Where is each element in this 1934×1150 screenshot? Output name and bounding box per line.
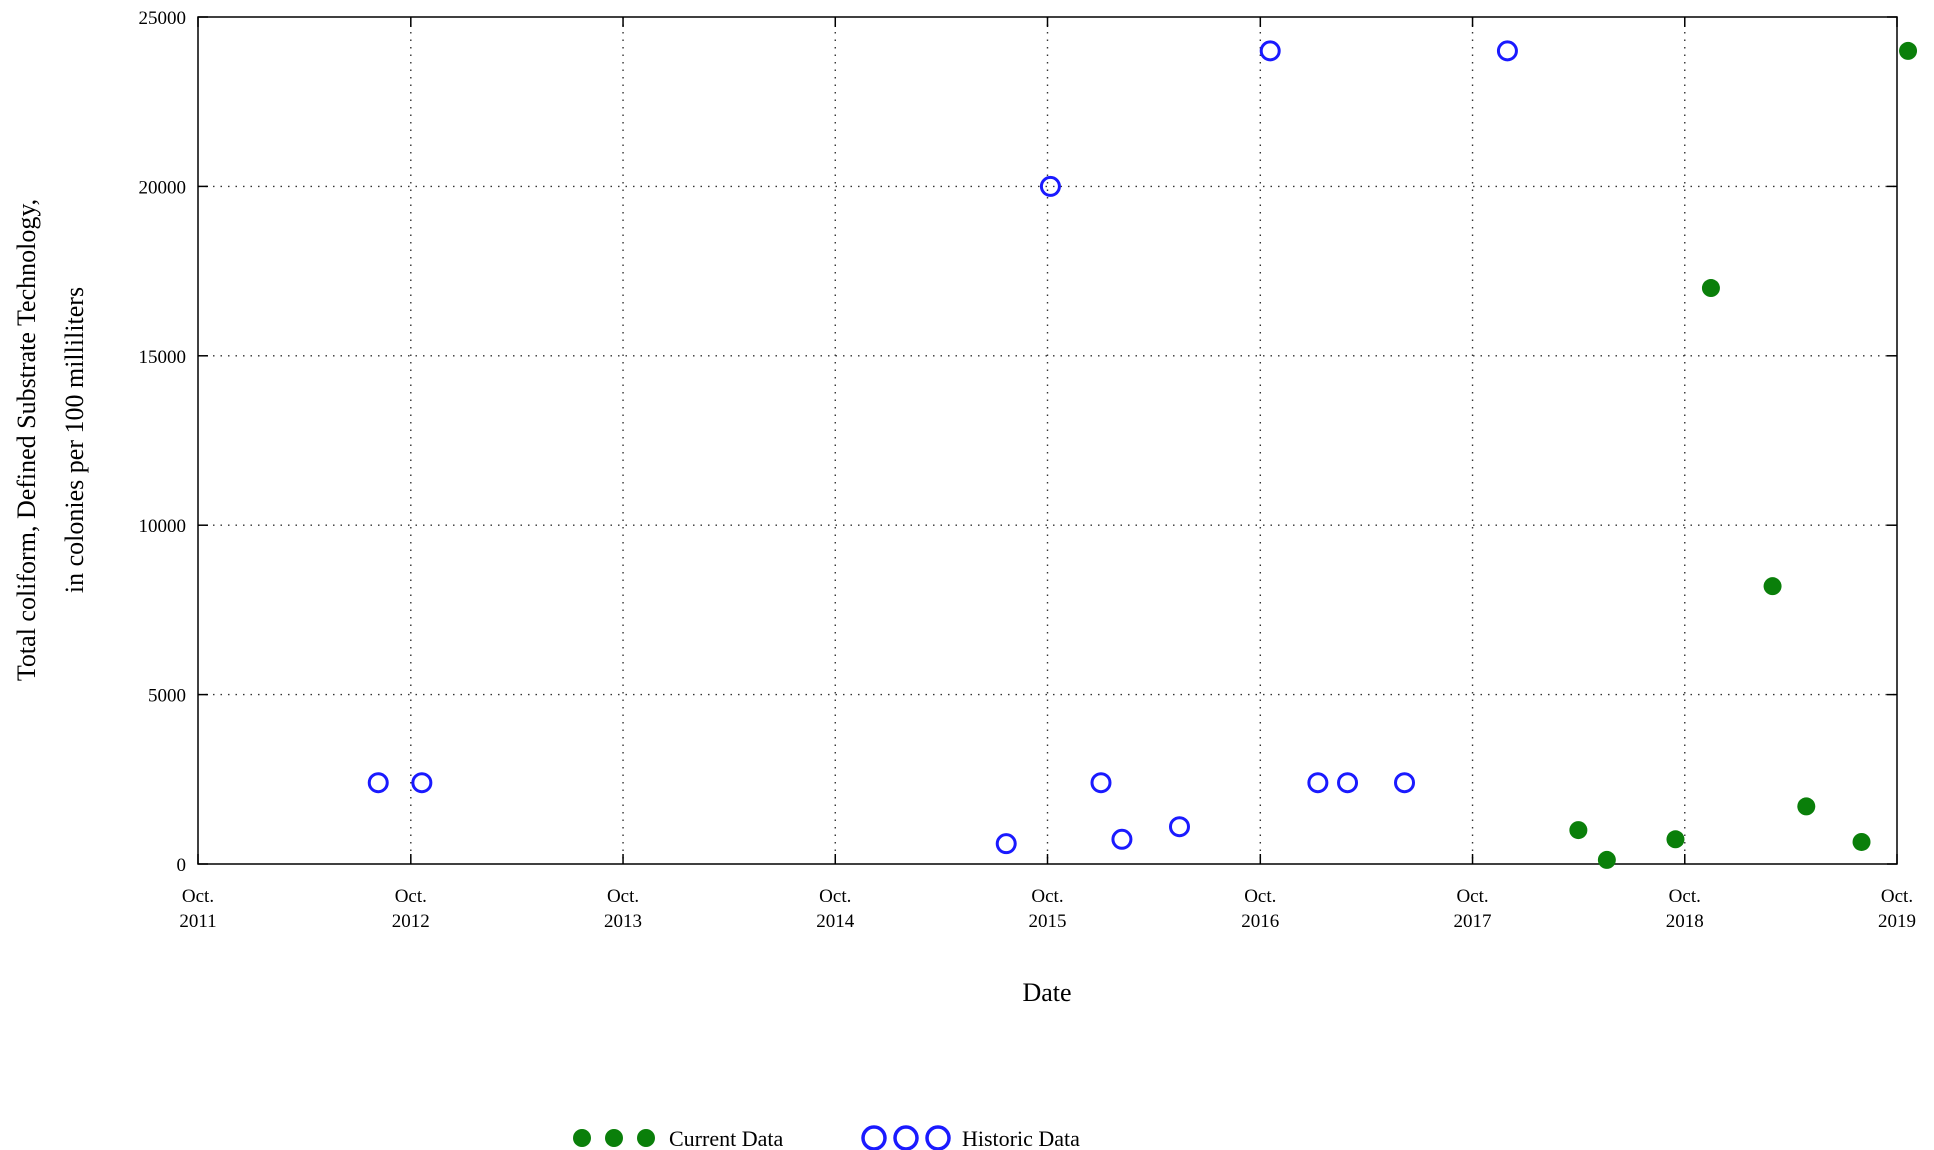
x-tick-label-month: Oct. bbox=[395, 886, 427, 907]
current-data-point bbox=[1852, 832, 1871, 851]
x-tick-label-month: Oct. bbox=[1244, 886, 1276, 907]
plot-area-frame bbox=[197, 16, 1898, 865]
legend-current-label: Current Data bbox=[669, 1126, 783, 1150]
legend-historic-label: Historic Data bbox=[962, 1126, 1080, 1150]
legend-historic-data: Historic Data bbox=[861, 1125, 1080, 1150]
historic-data-point bbox=[1394, 772, 1416, 794]
current-data-point bbox=[1763, 577, 1782, 596]
y-tick-label: 0 bbox=[177, 855, 187, 876]
historic-data-point bbox=[995, 833, 1017, 855]
x-tick-label-year: 2018 bbox=[1666, 911, 1704, 932]
historic-data-point bbox=[367, 772, 389, 794]
historic-data-point bbox=[1111, 828, 1133, 850]
historic-data-point bbox=[1337, 772, 1359, 794]
legend: Current Data Historic Data bbox=[573, 1125, 1080, 1150]
legend-historic-marker-1 bbox=[861, 1125, 887, 1150]
x-tick-label-month: Oct. bbox=[1881, 886, 1913, 907]
historic-data-point bbox=[1307, 772, 1329, 794]
x-tick-label-month: Oct. bbox=[182, 886, 214, 907]
x-tick-label-year: 2017 bbox=[1454, 911, 1492, 932]
x-tick-label-year: 2016 bbox=[1241, 911, 1279, 932]
x-tick-label-month: Oct. bbox=[1031, 886, 1063, 907]
x-axis-title: Date bbox=[1022, 978, 1071, 1007]
legend-current-marker-1 bbox=[573, 1129, 591, 1147]
current-data-point bbox=[1701, 279, 1720, 298]
data-points bbox=[367, 40, 1918, 869]
current-data-point bbox=[1597, 850, 1616, 869]
x-tick-label-year: 2015 bbox=[1029, 911, 1067, 932]
current-data-point bbox=[1797, 797, 1816, 816]
x-tick-label-month: Oct. bbox=[819, 886, 851, 907]
x-tick-label-year: 2019 bbox=[1878, 911, 1916, 932]
current-data-series bbox=[1569, 41, 1918, 869]
gridlines bbox=[198, 17, 1897, 864]
y-axis-title-line-1: Total coliform, Defined Substrate Techno… bbox=[12, 199, 41, 681]
x-tick-label-month: Oct. bbox=[607, 886, 639, 907]
historic-data-point bbox=[1039, 175, 1061, 197]
axis-ticks: 0 5000 10000 15000 20000 25000 Oct. 2011 Oct. 201… bbox=[139, 8, 1917, 932]
x-tick-label-month: Oct. bbox=[1456, 886, 1488, 907]
y-tick-label: 25000 bbox=[139, 8, 187, 29]
historic-data-point bbox=[1090, 772, 1112, 794]
current-data-point bbox=[1569, 821, 1588, 840]
historic-data-point bbox=[1259, 40, 1281, 62]
y-tick-label: 5000 bbox=[148, 686, 186, 707]
x-tick-label-year: 2013 bbox=[604, 911, 642, 932]
legend-current-data: Current Data bbox=[573, 1126, 783, 1150]
current-data-point bbox=[1666, 830, 1685, 849]
y-tick-label: 10000 bbox=[139, 516, 187, 537]
x-tick-label-year: 2012 bbox=[392, 911, 430, 932]
historic-data-point bbox=[411, 772, 433, 794]
historic-data-point bbox=[1496, 40, 1518, 62]
historic-data-point bbox=[1168, 816, 1190, 838]
current-data-point bbox=[1899, 41, 1918, 60]
legend-historic-marker-3 bbox=[925, 1125, 951, 1150]
historic-data-series bbox=[367, 40, 1518, 855]
y-tick-label: 20000 bbox=[139, 177, 187, 198]
y-tick-label: 15000 bbox=[139, 347, 187, 368]
legend-current-marker-3 bbox=[637, 1129, 655, 1147]
x-tick-label-year: 2014 bbox=[816, 911, 855, 932]
y-axis-title-line-2: in colonies per 100 milliliters bbox=[60, 287, 89, 593]
x-tick-label-year: 2011 bbox=[179, 911, 216, 932]
legend-current-marker-2 bbox=[605, 1129, 623, 1147]
legend-historic-marker-2 bbox=[893, 1125, 919, 1150]
x-tick-label-month: Oct. bbox=[1669, 886, 1701, 907]
